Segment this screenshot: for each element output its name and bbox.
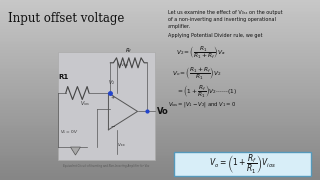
Bar	[0, 30, 320, 33]
Bar	[0, 174, 320, 177]
Bar	[58, 52, 155, 160]
FancyBboxPatch shape	[174, 152, 311, 176]
Bar	[0, 57, 320, 60]
Bar	[0, 60, 320, 63]
Bar	[0, 93, 320, 96]
Bar	[0, 90, 320, 93]
Text: $= \left(1 + \dfrac{R_f}{R_1}\right)V_2 \cdots\cdots(1)$: $= \left(1 + \dfrac{R_f}{R_1}\right)V_2 …	[176, 83, 237, 99]
Text: −: −	[110, 123, 115, 128]
Bar	[0, 48, 320, 51]
Text: $V_1=0V$: $V_1=0V$	[60, 129, 78, 136]
Bar	[0, 156, 320, 159]
Bar	[0, 51, 320, 54]
Bar	[0, 36, 320, 39]
Bar	[0, 159, 320, 162]
Text: R1: R1	[58, 74, 68, 80]
Bar	[0, 69, 320, 72]
Bar	[0, 111, 320, 114]
Bar	[0, 138, 320, 141]
Bar	[0, 78, 320, 81]
Bar	[0, 105, 320, 108]
Bar	[0, 87, 320, 90]
Text: -Vcc: -Vcc	[118, 143, 126, 147]
Bar	[0, 129, 320, 132]
Bar	[0, 63, 320, 66]
Text: $V_{ios}$: $V_{ios}$	[80, 99, 90, 108]
Text: $V_2$: $V_2$	[108, 78, 116, 87]
Bar	[0, 0, 320, 3]
Bar	[0, 96, 320, 99]
Bar	[0, 9, 320, 12]
Bar	[0, 153, 320, 156]
Bar	[0, 144, 320, 147]
Text: $V_2 = \left(\dfrac{R_1}{R_1+R_f}\right)V_a$: $V_2 = \left(\dfrac{R_1}{R_1+R_f}\right)…	[176, 44, 226, 60]
Bar	[0, 24, 320, 27]
Text: amplifier.: amplifier.	[168, 24, 191, 29]
Bar	[0, 102, 320, 105]
Bar	[0, 123, 320, 126]
Text: Input offset voltage: Input offset voltage	[8, 12, 124, 25]
Text: +: +	[110, 94, 115, 100]
Text: Let us examine the effect of V₀ₛₛ on the output: Let us examine the effect of V₀ₛₛ on the…	[168, 10, 283, 15]
Bar	[0, 72, 320, 75]
Bar	[0, 132, 320, 135]
Bar	[0, 168, 320, 171]
Text: +Vcc: +Vcc	[118, 63, 128, 67]
Bar	[0, 3, 320, 6]
Bar	[0, 39, 320, 42]
Bar	[0, 75, 320, 78]
Bar	[0, 150, 320, 153]
Text: Vo: Vo	[157, 107, 169, 116]
Text: $V_o = \left(\dfrac{R_1+R_f}{R_1}\right)V_2$: $V_o = \left(\dfrac{R_1+R_f}{R_1}\right)…	[172, 65, 221, 81]
Bar	[0, 117, 320, 120]
Text: $V_o = \left(1 + \dfrac{R_f}{R_1}\right)V_{ios}$: $V_o = \left(1 + \dfrac{R_f}{R_1}\right)…	[209, 152, 276, 176]
Bar	[0, 6, 320, 9]
Bar	[0, 126, 320, 129]
Bar	[0, 21, 320, 24]
Polygon shape	[70, 147, 80, 155]
Bar	[0, 135, 320, 138]
Bar	[0, 12, 320, 15]
Bar	[0, 33, 320, 36]
Bar	[0, 177, 320, 180]
Text: $R_f$: $R_f$	[125, 46, 133, 55]
Bar	[0, 108, 320, 111]
Bar	[0, 165, 320, 168]
Bar	[0, 171, 320, 174]
Bar	[0, 18, 320, 21]
Bar	[0, 99, 320, 102]
Bar	[0, 66, 320, 69]
Bar	[0, 84, 320, 87]
Bar	[0, 114, 320, 117]
Bar	[0, 54, 320, 57]
Text: of a non-inverting and inverting operational: of a non-inverting and inverting operati…	[168, 17, 276, 22]
Bar	[0, 27, 320, 30]
Bar	[0, 162, 320, 165]
Text: Equivalent Circuit of Inverting and Non-Inverting Amplifier for Vos: Equivalent Circuit of Inverting and Non-…	[63, 164, 150, 168]
Bar	[0, 120, 320, 123]
Bar	[0, 15, 320, 18]
Bar	[0, 141, 320, 144]
Text: $V_{ios} = |V_1 - V_2|$ and $V_1 = 0$: $V_{ios} = |V_1 - V_2|$ and $V_1 = 0$	[168, 100, 236, 109]
Bar	[0, 147, 320, 150]
Bar	[0, 42, 320, 45]
Text: Applying Potential Divider rule, we get: Applying Potential Divider rule, we get	[168, 33, 262, 38]
Bar	[0, 45, 320, 48]
Bar	[0, 81, 320, 84]
